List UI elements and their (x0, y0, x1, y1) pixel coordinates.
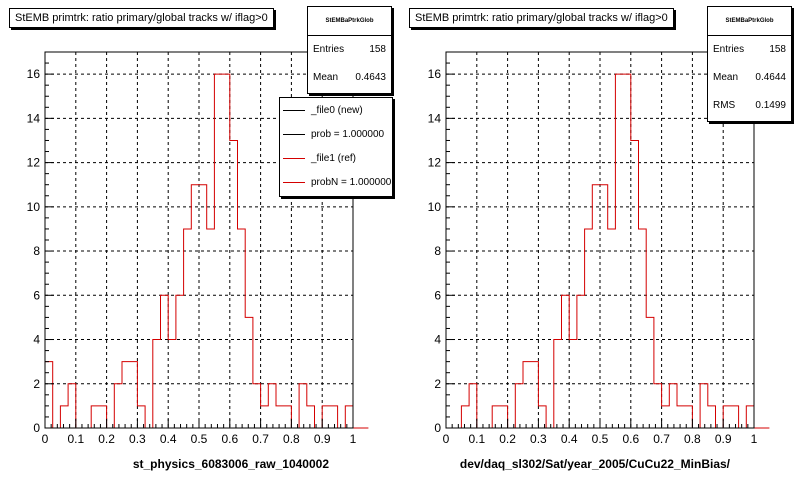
right-x-tick-label-2: 0.2 (499, 432, 516, 446)
left-x-tick-label-4: 0.4 (160, 432, 177, 446)
right-histogram-title: StEMB primtrk: ratio primary/global trac… (409, 8, 674, 28)
left-x-tick-label-5: 0.5 (191, 432, 208, 446)
left-y-tick-label-4: 8 (33, 244, 40, 258)
right-stats-mean-value: 0.4644 (755, 72, 786, 83)
left-stats-name: StEMBaPtrkGlob (308, 7, 391, 36)
left-x-tick-label-8: 0.8 (283, 432, 300, 446)
right-stats-mean-label: Mean (713, 72, 739, 83)
legend-entry-file0: _file0 (new) (280, 98, 392, 122)
right-x-tick-label-10: 1 (751, 432, 758, 446)
right-stats-name: StEMBaPtrkGlob (708, 7, 791, 36)
right-x-tick-label-7: 0.7 (653, 432, 670, 446)
right-x-tick-label-0: 0 (443, 432, 450, 446)
right-x-tick-label-1: 0.1 (468, 432, 485, 446)
left-x-tick-label-3: 0.3 (129, 432, 146, 446)
legend-swatch-prob (283, 133, 305, 135)
right-x-tick-label-8: 0.8 (684, 432, 701, 446)
right-stats-row-rms: RMS 0.1499 (708, 92, 791, 120)
legend-label-probn: probN = 1.000000 (311, 176, 392, 188)
left-legend: _file0 (new) prob = 1.000000 _file1 (ref… (279, 97, 393, 197)
right-stats-entries-label: Entries (713, 44, 745, 55)
left-x-tick-label-1: 0.1 (67, 432, 84, 446)
right-x-axis-title: dev/daq_sl302/Sat/year_2005/CuCu22_MinBi… (460, 457, 731, 471)
left-x-tick-label-9: 0.9 (314, 432, 331, 446)
left-y-tick-label-7: 14 (27, 111, 41, 125)
right-stats-box: StEMBaPtrkGlob Entries 158 Mean 0.4644 R… (707, 6, 792, 122)
right-stats-row-mean: Mean 0.4644 (708, 64, 791, 92)
right-y-tick-label-0: 0 (434, 421, 441, 435)
right-y-tick-label-2: 4 (434, 333, 441, 347)
left-x-tick-label-0: 0 (42, 432, 49, 446)
left-y-tick-label-3: 6 (33, 288, 40, 302)
right-stats-row-entries: Entries 158 (708, 36, 791, 64)
left-stats-entries-value: 158 (369, 44, 386, 55)
right-stats-rms-label: RMS (713, 100, 736, 111)
right-histogram-line (446, 73, 770, 429)
left-y-tick-label-1: 2 (33, 377, 40, 391)
left-x-tick-label-7: 0.7 (252, 432, 269, 446)
right-x-tick-label-4: 0.4 (561, 432, 578, 446)
right-y-tick-label-7: 14 (428, 111, 442, 125)
left-y-tick-label-8: 16 (27, 67, 41, 81)
legend-label-file0: _file0 (new) (311, 104, 363, 116)
right-x-tick-label-9: 0.9 (715, 432, 732, 446)
right-stats-entries-value: 158 (769, 44, 786, 55)
right-stats-rms-value: 0.1499 (755, 100, 786, 111)
legend-swatch-probn (283, 181, 305, 183)
legend-swatch-file0 (283, 109, 305, 111)
left-stats-row-entries: Entries 158 (308, 36, 391, 64)
left-x-tick-label-6: 0.6 (221, 432, 238, 446)
right-x-tick-label-3: 0.3 (530, 432, 547, 446)
legend-swatch-file1 (283, 157, 305, 159)
right-x-tick-label-5: 0.5 (592, 432, 609, 446)
left-y-tick-label-2: 4 (33, 333, 40, 347)
right-y-tick-label-6: 12 (428, 156, 442, 170)
left-histogram-panel: 0 0.1 0.2 0.3 0.4 0.5 0.6 0.7 0.8 0.9 102468101214… (27, 51, 369, 471)
right-y-tick-label-4: 8 (434, 244, 441, 258)
left-stats-mean-value: 0.4643 (355, 72, 386, 83)
right-y-tick-label-3: 6 (434, 288, 441, 302)
left-y-tick-label-5: 10 (27, 200, 41, 214)
left-x-tick-label-2: 0.2 (98, 432, 115, 446)
left-stats-row-mean: Mean 0.4643 (308, 64, 391, 92)
left-histogram-line (45, 73, 369, 429)
left-stats-box: StEMBaPtrkGlob Entries 158 Mean 0.4643 (307, 6, 392, 94)
right-y-tick-label-8: 16 (428, 67, 442, 81)
right-x-tick-label-6: 0.6 (622, 432, 639, 446)
left-stats-entries-label: Entries (313, 44, 345, 55)
legend-entry-probn: probN = 1.000000 (280, 170, 392, 194)
left-x-tick-label-10: 1 (350, 432, 357, 446)
left-histogram-title: StEMB primtrk: ratio primary/global trac… (9, 8, 274, 28)
left-x-axis-title: st_physics_6083006_raw_1040002 (133, 457, 329, 471)
left-stats-mean-label: Mean (313, 72, 339, 83)
legend-entry-file1: _file1 (ref) (280, 146, 392, 170)
legend-label-prob: prob = 1.000000 (311, 128, 385, 140)
right-y-tick-label-1: 2 (434, 377, 441, 391)
right-y-tick-label-5: 10 (428, 200, 442, 214)
left-y-tick-label-6: 12 (27, 156, 41, 170)
legend-label-file1: _file1 (ref) (311, 152, 357, 164)
left-y-tick-label-0: 0 (33, 421, 40, 435)
right-histogram-panel: 0 0.1 0.2 0.3 0.4 0.5 0.6 0.7 0.8 0.9 102468101214… (428, 51, 770, 471)
legend-entry-prob: prob = 1.000000 (280, 122, 392, 146)
